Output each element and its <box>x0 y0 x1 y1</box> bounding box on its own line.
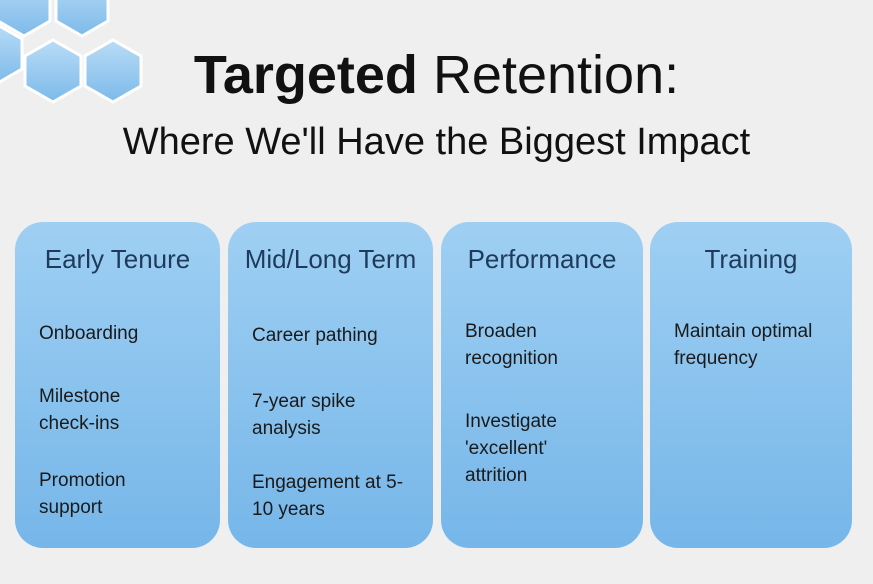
card-performance: Performance Broaden recognition Investig… <box>441 222 643 548</box>
card-mid-long-term: Mid/Long Term Career pathing 7-year spik… <box>228 222 433 548</box>
list-item: Engagement at 5-10 years <box>252 472 404 520</box>
card-title: Performance <box>467 244 617 274</box>
list-item: Maintain optimal frequency <box>674 321 813 369</box>
card-title: Training <box>704 244 798 274</box>
card-early-tenure: Early Tenure Onboarding Milestone check-… <box>15 222 220 548</box>
list-item: Career pathing <box>252 325 378 346</box>
page-subtitle: Where We'll Have the Biggest Impact <box>122 121 751 163</box>
title-rest: Retention: <box>432 45 680 105</box>
card-training: Training Maintain optimal frequency <box>650 222 852 548</box>
list-item: Investigate 'excellent' attrition <box>465 411 557 486</box>
card-title: Mid/Long Term <box>244 244 417 274</box>
list-item: 7-year spike analysis <box>252 391 356 439</box>
title-bold: Targeted <box>193 45 418 105</box>
hexagon-cluster-icon <box>0 0 143 104</box>
list-item: Promotion support <box>39 470 126 518</box>
list-item: Onboarding <box>39 323 139 344</box>
list-item: Broaden recognition <box>465 321 558 369</box>
list-item: Milestone check-ins <box>39 386 121 434</box>
page-title: Targeted Retention: <box>0 42 873 108</box>
card-title: Early Tenure <box>44 244 191 274</box>
